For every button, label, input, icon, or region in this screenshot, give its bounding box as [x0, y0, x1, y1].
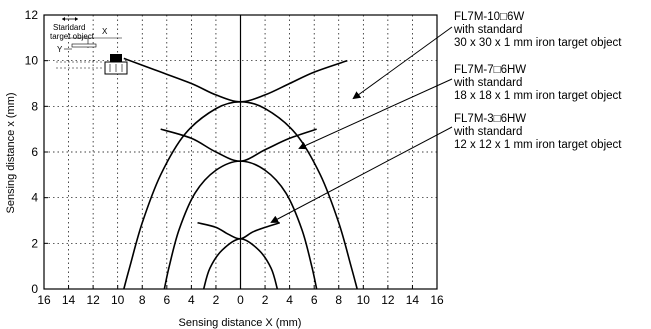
- x-tick-label: 0: [237, 293, 244, 307]
- legend-entry-3-line-3: 12 x 12 x 1 mm iron target object: [454, 139, 622, 151]
- legend: FL7M-10□6W with standard 30 x 30 x 1 mm …: [453, 11, 622, 151]
- y-tick-label: 0: [31, 282, 38, 296]
- legend-entry-3-line-1: FL7M-3□6HW: [454, 113, 526, 125]
- diagram-sensor-head: [110, 54, 122, 62]
- series-1-top-curve: [123, 57, 348, 103]
- x-tick-label: 10: [111, 293, 125, 307]
- axes: [43, 14, 438, 290]
- legend-entry-3-line-2: with standard: [453, 126, 522, 138]
- x-tick-label: 4: [188, 293, 195, 307]
- y-axis-label: Sensing distance x (mm): [5, 92, 17, 213]
- legend-entry-2-line-3: 18 x 18 x 1 mm iron target object: [454, 90, 622, 102]
- x-tick-label: 2: [213, 293, 220, 307]
- diagram-target-object-label: target object: [50, 32, 95, 41]
- y-tick-label: 12: [25, 8, 39, 22]
- series-2-top-curve: [160, 128, 317, 162]
- x-tick-label: 6: [311, 293, 318, 307]
- y-tick-label: 8: [31, 99, 38, 113]
- legend-entry-2-line-1: FL7M-7□6HW: [454, 64, 526, 76]
- x-tick-label: 2: [262, 293, 269, 307]
- x-tick-label: 12: [381, 293, 395, 307]
- y-tick-label: 2: [31, 236, 38, 250]
- leader-arrow-1: [352, 26, 453, 100]
- x-axis-label: Sensing distance X (mm): [179, 317, 302, 329]
- series-3-top-curve: [197, 222, 281, 240]
- x-tick-label: 6: [163, 293, 170, 307]
- diagram-y-label: Y: [57, 45, 63, 54]
- x-tick-label: 14: [62, 293, 76, 307]
- diagram-x-label: X: [102, 27, 108, 36]
- leader-arrow-3: [270, 126, 453, 223]
- legend-entry-2-line-2: with standard: [453, 77, 522, 89]
- sensor-diagram: Standard target object X Y: [50, 17, 128, 75]
- legend-entry-1-line-3: 30 x 30 x 1 mm iron target object: [454, 37, 622, 49]
- x-tick-label: 8: [139, 293, 146, 307]
- y-tick-label: 6: [31, 145, 38, 159]
- legend-entry-1-line-1: FL7M-10□6W: [454, 11, 524, 23]
- leader-arrows: [270, 26, 453, 223]
- y-tick-label: 10: [25, 54, 39, 68]
- legend-entry-1-line-2: with standard: [453, 24, 522, 36]
- x-tick-label: 16: [430, 293, 444, 307]
- y-tick-label: 4: [31, 191, 38, 205]
- x-tick-label: 12: [86, 293, 100, 307]
- x-tick-label: 8: [335, 293, 342, 307]
- x-tick-label: 14: [406, 293, 420, 307]
- curves: [123, 57, 358, 290]
- leader-arrow-2: [298, 78, 453, 150]
- x-tick-label: 16: [37, 293, 51, 307]
- x-tick-label: 4: [286, 293, 293, 307]
- diagram-target-plate: [71, 43, 97, 48]
- diagram-standard-label: Standard: [53, 23, 85, 32]
- x-tick-label: 10: [357, 293, 371, 307]
